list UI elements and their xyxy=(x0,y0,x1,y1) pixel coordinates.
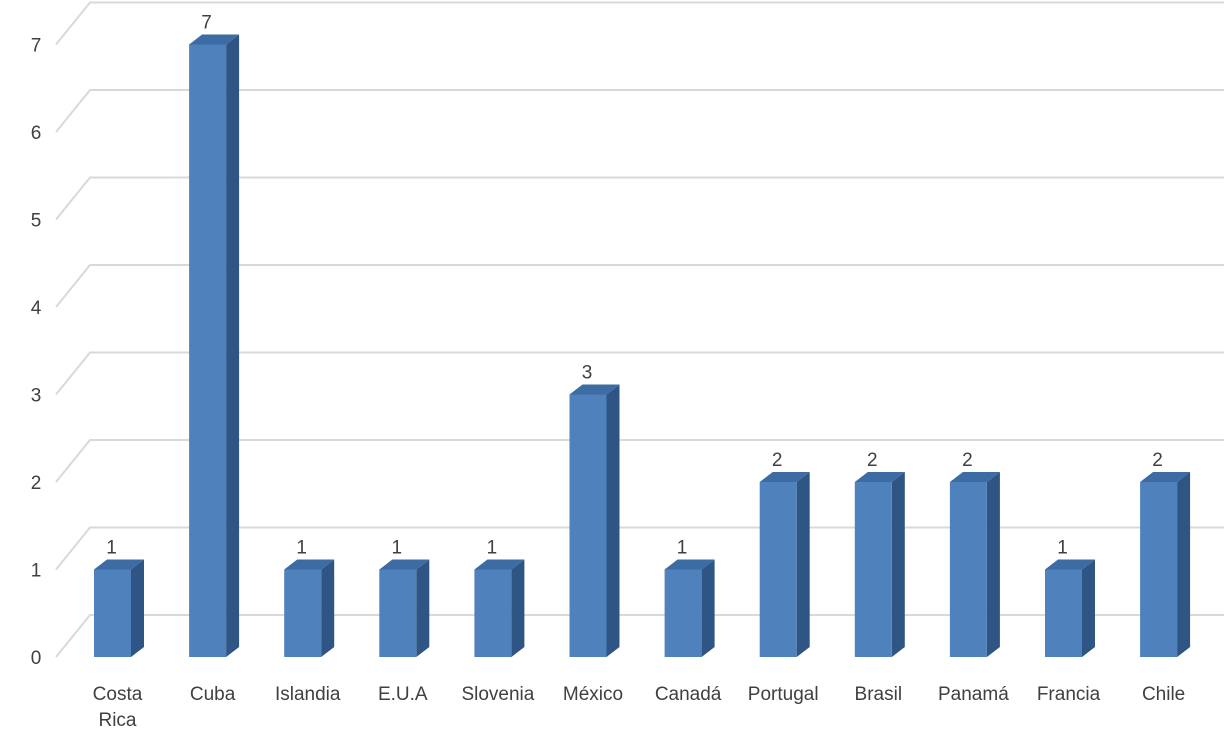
bar-top xyxy=(94,559,144,570)
gridline xyxy=(55,89,1224,133)
x-tick-label: México xyxy=(563,684,623,705)
bar xyxy=(474,559,525,657)
data-label: 2 xyxy=(772,450,783,471)
gridline xyxy=(55,1,1224,46)
bar xyxy=(949,472,1000,657)
data-label: 7 xyxy=(201,13,212,34)
bar-top xyxy=(664,559,715,570)
bar-side xyxy=(511,559,525,657)
bar-side xyxy=(891,472,905,657)
gridline xyxy=(55,439,1224,483)
x-tick-label: Canadá xyxy=(655,684,722,705)
x-axis-labels: Costa Rica Cuba Islandia E.U.A Slovenia México… xyxy=(93,684,1186,731)
bar-front xyxy=(759,482,797,657)
bar-front xyxy=(94,569,131,657)
bar-front xyxy=(1045,569,1082,657)
bar-front xyxy=(854,482,892,657)
data-label: 1 xyxy=(296,538,307,559)
data-label: 2 xyxy=(867,450,878,471)
y-tick-label: 5 xyxy=(31,211,42,232)
x-tick-label: Francia xyxy=(1037,684,1101,705)
data-label: 1 xyxy=(106,538,117,559)
data-label: 1 xyxy=(677,538,688,559)
bar-top xyxy=(949,472,1000,482)
y-tick-label: 4 xyxy=(31,298,42,319)
bar-front xyxy=(189,44,227,657)
bar-side xyxy=(606,384,620,657)
bar-side xyxy=(701,559,715,657)
bar-top xyxy=(284,559,335,570)
data-labels: 1 7 1 1 1 3 1 2 2 2 1 2 xyxy=(106,13,1163,559)
bar-top xyxy=(474,559,525,570)
bar xyxy=(854,472,905,657)
bar-top xyxy=(379,559,430,570)
bar-front xyxy=(664,569,702,657)
data-label: 2 xyxy=(962,450,973,471)
x-tick-label: Costa Rica xyxy=(93,684,143,731)
x-tick-label: Islandia xyxy=(275,684,341,705)
bar xyxy=(189,34,240,657)
x-tick-label: Chile xyxy=(1142,684,1185,705)
bar-front xyxy=(1140,482,1178,657)
y-tick-label: 0 xyxy=(31,648,42,669)
bar xyxy=(569,384,620,657)
data-label: 2 xyxy=(1152,450,1163,471)
bar xyxy=(1140,472,1191,657)
gridline xyxy=(55,351,1224,396)
x-tick-label: Brasil xyxy=(855,684,903,705)
bar-side xyxy=(1177,472,1191,657)
bar-top xyxy=(1140,472,1191,482)
data-label: 1 xyxy=(1057,538,1068,559)
bar xyxy=(284,559,335,657)
bar-top xyxy=(189,34,240,45)
bar-front xyxy=(949,482,987,657)
bar xyxy=(759,472,810,657)
bar-top xyxy=(759,472,810,482)
data-label: 1 xyxy=(487,538,498,559)
bar-side xyxy=(416,559,430,657)
bar-top xyxy=(1045,559,1095,570)
bar-side xyxy=(796,472,810,657)
y-tick-label: 2 xyxy=(31,473,42,494)
bar-side xyxy=(1082,559,1095,657)
x-tick-label: Cuba xyxy=(190,684,236,705)
gridline xyxy=(55,526,1224,571)
data-label: 1 xyxy=(392,538,403,559)
x-tick-label: Portugal xyxy=(748,684,819,705)
bar-side xyxy=(226,34,240,657)
y-tick-label: 1 xyxy=(31,561,42,582)
bar-side xyxy=(131,559,144,657)
bar-side xyxy=(321,559,335,657)
bar xyxy=(94,559,144,657)
bar-front xyxy=(569,394,607,657)
x-tick-label: E.U.A xyxy=(378,684,428,705)
gridline xyxy=(55,264,1224,308)
bar-top xyxy=(854,472,905,482)
gridlines xyxy=(55,1,1224,658)
gridline xyxy=(55,614,1224,658)
y-tick-label: 6 xyxy=(31,123,42,144)
x-tick-label: Panamá xyxy=(938,684,1009,705)
bar-front xyxy=(284,569,322,657)
bars xyxy=(94,34,1191,657)
bar-top xyxy=(569,384,620,395)
y-tick-label: 3 xyxy=(31,386,42,407)
y-axis-ticks: 0 1 2 3 4 5 6 7 xyxy=(31,36,42,670)
x-tick-label: Slovenia xyxy=(461,684,534,705)
bar-front xyxy=(474,569,512,657)
gridline xyxy=(55,176,1224,221)
bar xyxy=(1045,559,1095,657)
bar xyxy=(379,559,430,657)
y-tick-label: 7 xyxy=(31,36,42,57)
bar-front xyxy=(379,569,417,657)
bar xyxy=(664,559,715,657)
data-label: 3 xyxy=(582,363,593,384)
bar-side xyxy=(986,472,1000,657)
